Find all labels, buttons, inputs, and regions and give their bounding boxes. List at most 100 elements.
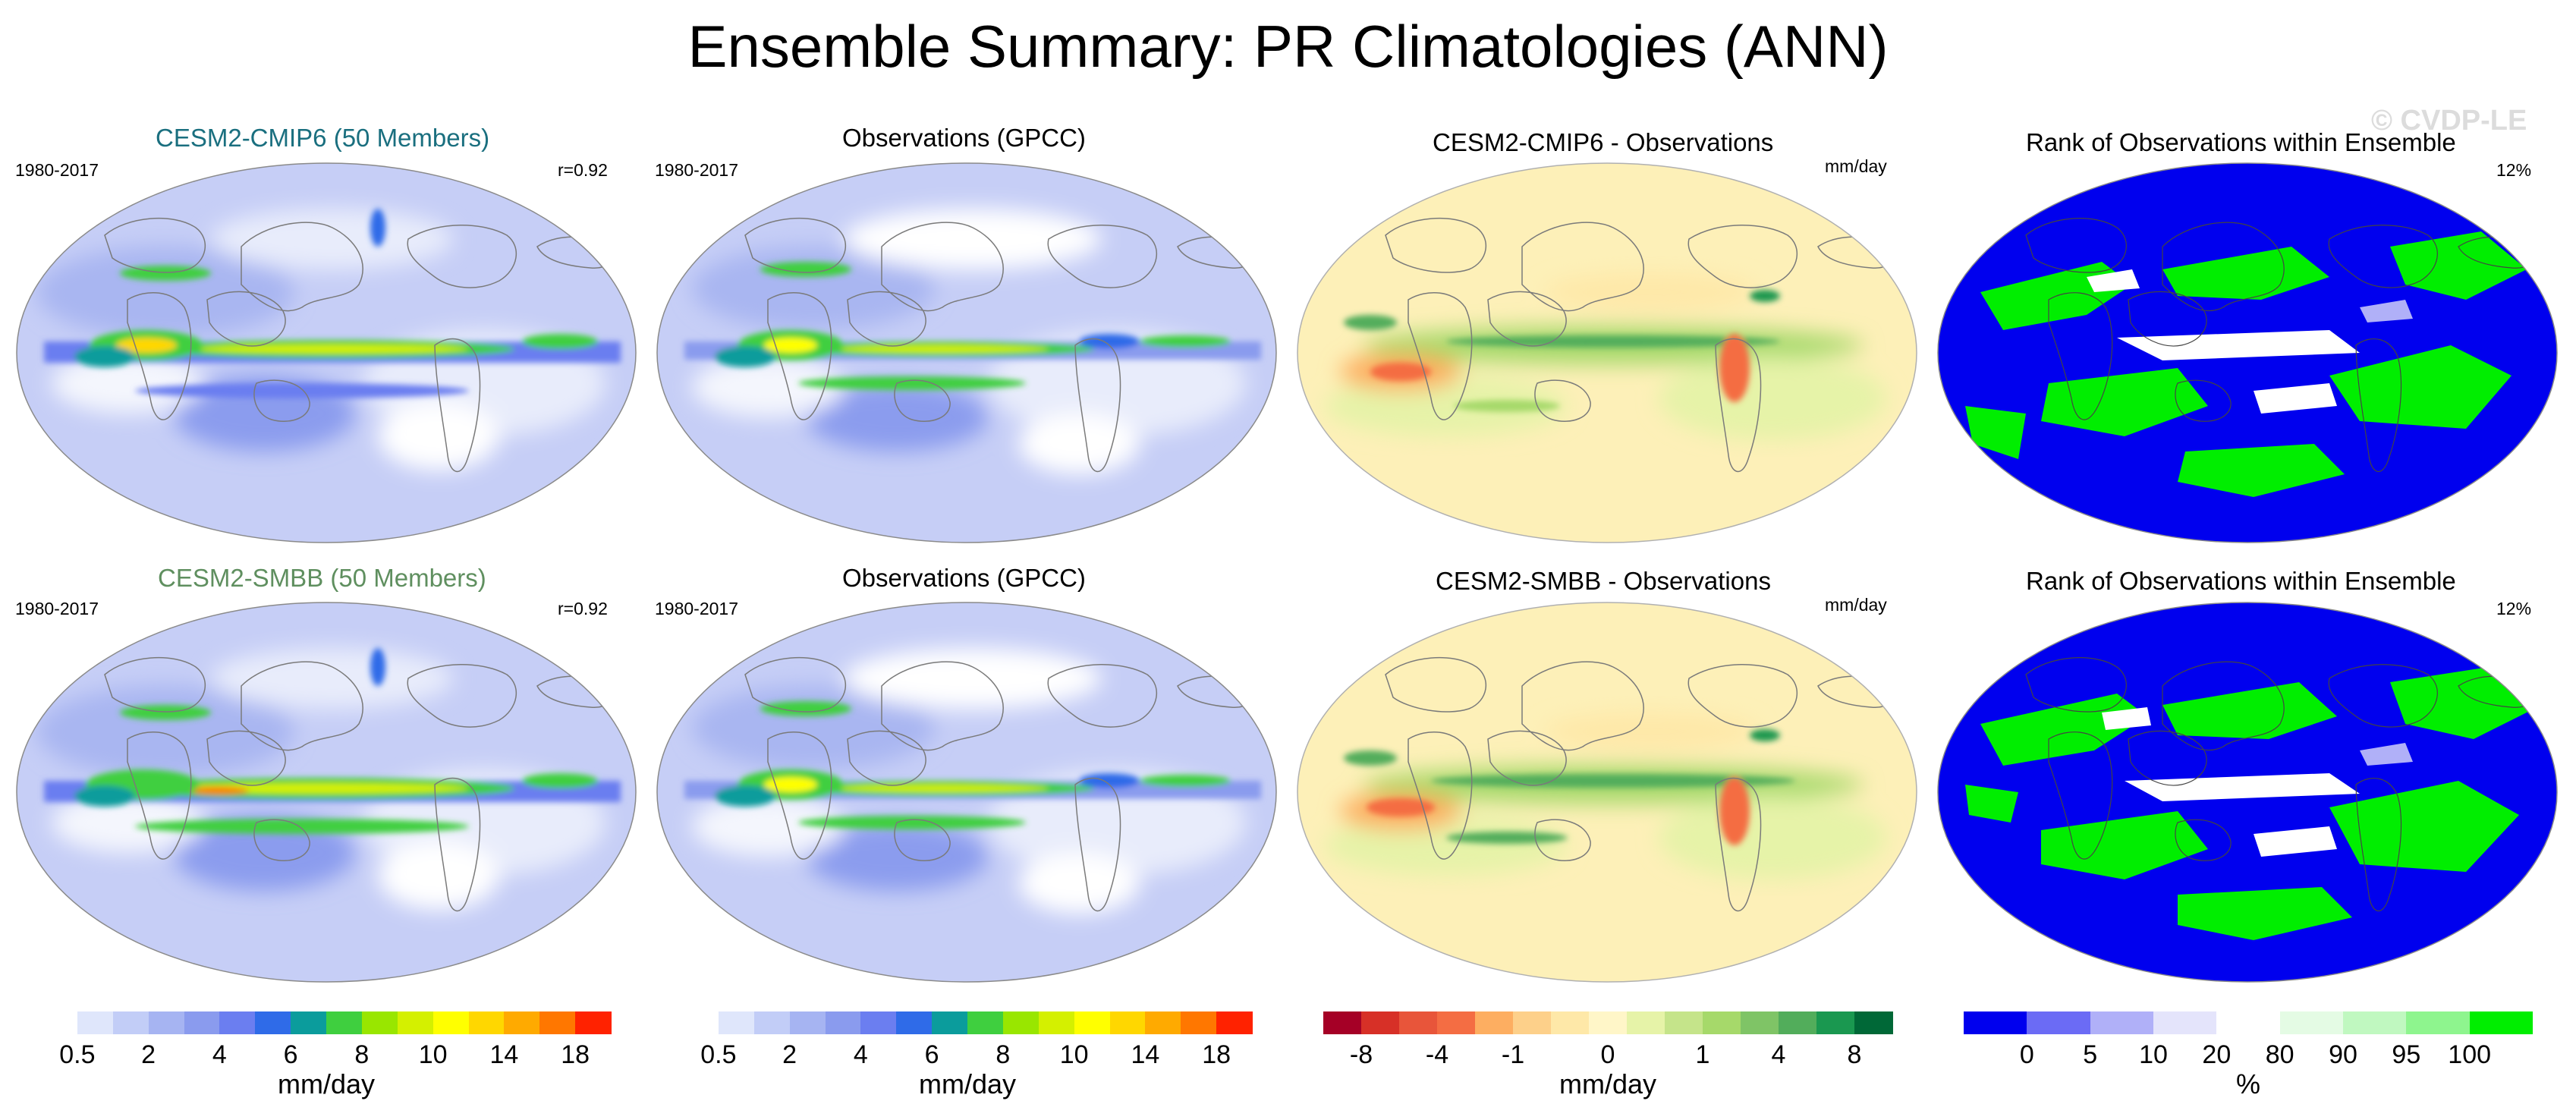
obs-colorbar-tick-label: 14 xyxy=(1131,1040,1160,1069)
obs-colorbar-swatch xyxy=(1145,1011,1181,1034)
model-colorbar-swatch xyxy=(326,1011,363,1034)
diff-colorbar-swatch xyxy=(1323,1011,1362,1034)
rank-colorbar-swatch xyxy=(2090,1011,2154,1034)
model-colorbar-swatch xyxy=(42,1011,78,1034)
row1-obs-period: 1980-2017 xyxy=(655,160,738,180)
obs-colorbar-tick-label: 6 xyxy=(924,1040,939,1069)
rank-colorbar-tick-label: 90 xyxy=(2329,1040,2357,1069)
model-colorbar-swatch xyxy=(219,1011,256,1034)
row2-rank-map xyxy=(1937,602,2558,983)
row2-rank-title: Rank of Observations within Ensemble xyxy=(2026,567,2456,595)
row1-diff-units: mm/day xyxy=(1825,156,1887,176)
diff-colorbar-tick-label: 1 xyxy=(1695,1040,1710,1069)
row2-obs-map xyxy=(656,602,1277,983)
obs-colorbar-swatch xyxy=(718,1011,755,1034)
row1-obs-map xyxy=(656,162,1277,543)
rank-colorbar-swatch xyxy=(2216,1011,2281,1034)
obs-colorbar-tick-label: 8 xyxy=(995,1040,1011,1069)
rank-colorbar-tick-label: 95 xyxy=(2392,1040,2421,1069)
obs-colorbar-tick-label: 0.5 xyxy=(700,1040,737,1069)
main-title: Ensemble Summary: PR Climatologies (ANN) xyxy=(687,13,1889,80)
row2-model-corr: r=0.92 xyxy=(558,599,608,618)
model-colorbar-swatch xyxy=(468,1011,505,1034)
row1-rank-title: Rank of Observations within Ensemble xyxy=(2026,128,2456,156)
diff-colorbar-swatch xyxy=(1551,1011,1590,1034)
obs-colorbar: 0.5 2 4 6 8 10 14 18 mm/day xyxy=(683,1011,1253,1110)
rank-colorbar-swatch xyxy=(1964,1011,2027,1034)
diff-colorbar-swatch xyxy=(1589,1011,1628,1034)
rank-colorbar-unit: % xyxy=(2235,1068,2261,1100)
row2-diff-map xyxy=(1297,602,1917,983)
rank-colorbar-tick-label: 0 xyxy=(2019,1040,2034,1069)
model-colorbar-swatch xyxy=(504,1011,540,1034)
row1-rank-pct: 12% xyxy=(2496,160,2532,180)
diff-colorbar-tick-label: -4 xyxy=(1425,1040,1449,1069)
rank-colorbar-tick-label: 100 xyxy=(2448,1040,2492,1069)
model-colorbar: 0.5 2 4 6 8 10 14 18 mm/day xyxy=(42,1011,612,1110)
obs-colorbar-swatch xyxy=(932,1011,968,1034)
obs-colorbar-swatch xyxy=(683,1011,719,1034)
obs-colorbar-unit: mm/day xyxy=(918,1068,1017,1100)
watermark: © CVDP-LE xyxy=(2371,105,2527,137)
obs-colorbar-swatch xyxy=(1216,1011,1253,1034)
obs-colorbar-swatch xyxy=(967,1011,1004,1034)
row1-diff-title: CESM2-CMIP6 - Observations xyxy=(1433,128,1774,156)
model-colorbar-swatch xyxy=(148,1011,184,1034)
diff-colorbar-swatch xyxy=(1741,1011,1779,1034)
row2-diff-units: mm/day xyxy=(1825,595,1887,615)
rank-colorbar-swatch xyxy=(2027,1011,2091,1034)
diff-colorbar-unit: mm/day xyxy=(1558,1068,1657,1100)
diff-colorbar-tick-label: 0 xyxy=(1600,1040,1615,1069)
rank-colorbar-tick-label: 20 xyxy=(2202,1040,2232,1069)
model-colorbar-swatch xyxy=(575,1011,612,1034)
obs-colorbar-swatch xyxy=(1038,1011,1075,1034)
obs-colorbar-tick-label: 4 xyxy=(853,1040,868,1069)
model-colorbar-swatch xyxy=(112,1011,149,1034)
obs-colorbar-tick-label: 18 xyxy=(1202,1040,1231,1069)
obs-colorbar-swatch xyxy=(1002,1011,1040,1034)
model-colorbar-unit: mm/day xyxy=(277,1068,376,1100)
diff-colorbar-swatch xyxy=(1816,1011,1855,1034)
rank-colorbar-tick-label: 5 xyxy=(2083,1040,2098,1069)
row2-obs-title: Observations (GPCC) xyxy=(842,564,1086,592)
diff-colorbar-swatch xyxy=(1475,1011,1514,1034)
row2-rank-pct: 12% xyxy=(2496,599,2532,618)
diff-colorbar-swatch xyxy=(1779,1011,1817,1034)
obs-colorbar-tick-label: 10 xyxy=(1059,1040,1089,1069)
row1-obs-title: Observations (GPCC) xyxy=(842,124,1086,152)
row1-model-map xyxy=(16,162,637,543)
model-colorbar-swatch xyxy=(77,1011,114,1034)
obs-colorbar-swatch xyxy=(1109,1011,1146,1034)
row1-rank-map xyxy=(1937,162,2558,543)
model-colorbar-swatch xyxy=(539,1011,576,1034)
diff-colorbar-swatch xyxy=(1665,1011,1703,1034)
model-colorbar-tick-label: 0.5 xyxy=(59,1040,96,1069)
rank-colorbar-swatch xyxy=(2153,1011,2217,1034)
row2-model-title: CESM2-SMBB (50 Members) xyxy=(158,564,486,592)
obs-colorbar-tick-label: 2 xyxy=(782,1040,797,1069)
model-colorbar-swatch xyxy=(184,1011,220,1034)
diff-colorbar: -8 -4 -1 0 1 4 8 mm/day xyxy=(1323,1011,1893,1110)
model-colorbar-tick-label: 4 xyxy=(212,1040,227,1069)
model-colorbar-swatch xyxy=(361,1011,398,1034)
diff-colorbar-swatch xyxy=(1437,1011,1476,1034)
obs-colorbar-swatch xyxy=(825,1011,861,1034)
diff-colorbar-tick-label: -8 xyxy=(1349,1040,1373,1069)
model-colorbar-swatch xyxy=(255,1011,291,1034)
model-colorbar-tick-label: 6 xyxy=(283,1040,298,1069)
diff-colorbar-tick-label: 8 xyxy=(1847,1040,1862,1069)
model-colorbar-tick-label: 18 xyxy=(561,1040,590,1069)
rank-colorbar-swatch xyxy=(2406,1011,2471,1034)
diff-colorbar-swatch xyxy=(1854,1011,1893,1034)
model-colorbar-tick-label: 14 xyxy=(489,1040,519,1069)
rank-colorbar-tick-label: 80 xyxy=(2265,1040,2294,1069)
model-colorbar-swatch xyxy=(397,1011,434,1034)
obs-colorbar-swatch xyxy=(1074,1011,1110,1034)
obs-colorbar-swatch xyxy=(1181,1011,1217,1034)
row1-model-title: CESM2-CMIP6 (50 Members) xyxy=(156,124,490,152)
diff-colorbar-swatch xyxy=(1513,1011,1552,1034)
model-colorbar-tick-label: 8 xyxy=(354,1040,370,1069)
row1-diff-map xyxy=(1297,162,1917,543)
diff-colorbar-swatch xyxy=(1627,1011,1665,1034)
obs-colorbar-swatch xyxy=(896,1011,933,1034)
